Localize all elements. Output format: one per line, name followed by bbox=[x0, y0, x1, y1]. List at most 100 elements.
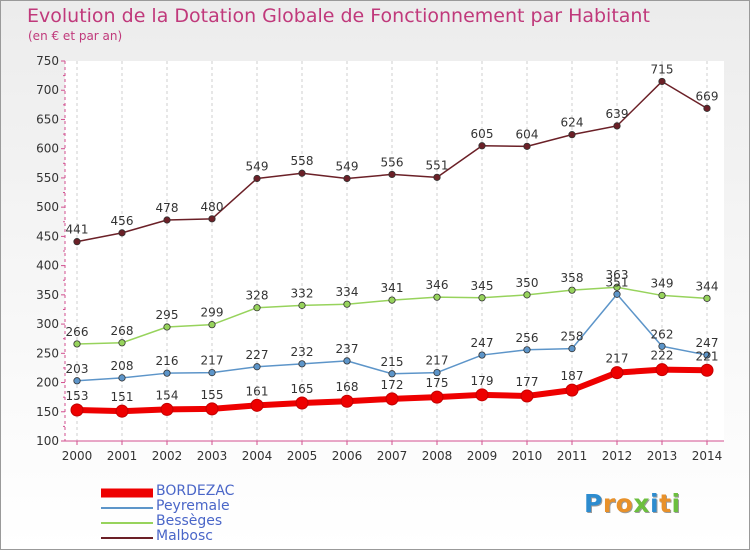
legend-label: Malbosc bbox=[156, 528, 213, 544]
legend-label: Peyremale bbox=[156, 498, 230, 514]
data-point bbox=[388, 370, 396, 378]
data-label: 232 bbox=[291, 345, 314, 359]
y-tick-label: 150 bbox=[36, 405, 59, 419]
data-label: 155 bbox=[201, 388, 224, 402]
data-point bbox=[340, 394, 354, 408]
legend-swatch bbox=[101, 536, 153, 539]
data-label: 549 bbox=[336, 160, 359, 174]
data-label: 151 bbox=[111, 390, 134, 404]
legend-label: Bessèges bbox=[156, 513, 223, 529]
data-label: 346 bbox=[426, 278, 449, 292]
data-point bbox=[523, 291, 531, 299]
data-label: 203 bbox=[66, 362, 89, 376]
logo-letter: r bbox=[602, 489, 616, 518]
data-label: 349 bbox=[651, 276, 674, 290]
logo-letter: i bbox=[671, 489, 681, 518]
data-label: 237 bbox=[336, 342, 359, 356]
x-tick-label: 2010 bbox=[512, 449, 543, 463]
data-point bbox=[385, 392, 399, 406]
x-tick-label: 2009 bbox=[467, 449, 498, 463]
data-label: 258 bbox=[561, 330, 584, 344]
data-label: 328 bbox=[246, 289, 269, 303]
data-point bbox=[568, 345, 576, 353]
y-tick-label: 100 bbox=[36, 434, 59, 448]
y-tick-label: 300 bbox=[36, 317, 59, 331]
data-point bbox=[520, 389, 534, 403]
x-tick-label: 2001 bbox=[107, 449, 138, 463]
data-point bbox=[655, 363, 669, 377]
data-point bbox=[523, 142, 531, 150]
y-tick-label: 250 bbox=[36, 346, 59, 360]
data-label: 363 bbox=[606, 268, 629, 282]
data-label: 165 bbox=[291, 382, 314, 396]
data-point bbox=[118, 374, 126, 382]
x-tick-label: 2003 bbox=[197, 449, 228, 463]
y-tick-label: 200 bbox=[36, 376, 59, 390]
data-label: 441 bbox=[66, 223, 89, 237]
data-label: 227 bbox=[246, 348, 269, 362]
data-label: 344 bbox=[696, 279, 719, 293]
x-tick-label: 2012 bbox=[602, 449, 633, 463]
y-tick-label: 400 bbox=[36, 259, 59, 273]
data-point bbox=[253, 304, 261, 312]
legend-swatch bbox=[101, 521, 153, 524]
data-point bbox=[163, 369, 171, 377]
data-label: 605 bbox=[471, 127, 494, 141]
y-tick-label: 750 bbox=[36, 54, 59, 68]
data-label: 480 bbox=[201, 200, 224, 214]
data-point bbox=[118, 339, 126, 347]
data-label: 175 bbox=[426, 376, 449, 390]
data-point bbox=[430, 390, 444, 404]
logo-letter: i bbox=[650, 489, 660, 518]
data-point bbox=[343, 357, 351, 365]
data-point bbox=[115, 404, 129, 418]
data-point bbox=[295, 396, 309, 410]
data-label: 351 bbox=[606, 275, 629, 289]
data-point bbox=[613, 122, 621, 130]
data-point bbox=[658, 342, 666, 350]
data-label: 172 bbox=[381, 378, 404, 392]
data-point bbox=[298, 169, 306, 177]
data-point bbox=[253, 363, 261, 371]
data-point bbox=[253, 174, 261, 183]
data-point bbox=[118, 229, 126, 237]
data-point bbox=[523, 346, 531, 354]
x-tick-label: 2005 bbox=[287, 449, 318, 463]
x-tick-label: 2011 bbox=[557, 449, 588, 463]
data-label: 268 bbox=[111, 324, 134, 338]
x-tick-label: 2000 bbox=[62, 449, 93, 463]
data-label: 341 bbox=[381, 281, 404, 295]
data-label: 208 bbox=[111, 359, 134, 373]
data-label: 624 bbox=[561, 116, 584, 130]
x-tick-label: 2013 bbox=[647, 449, 678, 463]
data-label: 604 bbox=[516, 127, 539, 141]
data-label: 177 bbox=[516, 375, 539, 389]
chart-subtitle: (en € et par an) bbox=[28, 29, 123, 43]
data-point bbox=[70, 403, 84, 417]
x-tick-label: 2006 bbox=[332, 449, 363, 463]
data-point bbox=[613, 283, 621, 291]
y-tick-label: 450 bbox=[36, 229, 59, 243]
data-point bbox=[610, 366, 624, 380]
data-point bbox=[163, 323, 171, 331]
data-label: 299 bbox=[201, 306, 224, 320]
data-label: 456 bbox=[111, 214, 134, 228]
data-label: 187 bbox=[561, 369, 584, 383]
data-label: 715 bbox=[651, 62, 674, 76]
data-point bbox=[703, 294, 711, 302]
data-point bbox=[208, 215, 216, 223]
data-point bbox=[163, 216, 171, 224]
data-label: 153 bbox=[66, 389, 89, 403]
y-tick-label: 500 bbox=[36, 200, 59, 214]
data-point bbox=[700, 363, 714, 377]
proxiti-logo: Proxiti bbox=[584, 489, 681, 518]
data-label: 266 bbox=[66, 325, 89, 339]
data-point bbox=[703, 351, 711, 359]
logo-letter: t bbox=[659, 489, 672, 518]
data-point bbox=[208, 368, 216, 377]
data-point bbox=[343, 174, 351, 183]
data-point bbox=[703, 104, 711, 112]
data-point bbox=[478, 142, 486, 150]
data-point bbox=[388, 296, 396, 304]
data-label: 639 bbox=[606, 107, 629, 121]
